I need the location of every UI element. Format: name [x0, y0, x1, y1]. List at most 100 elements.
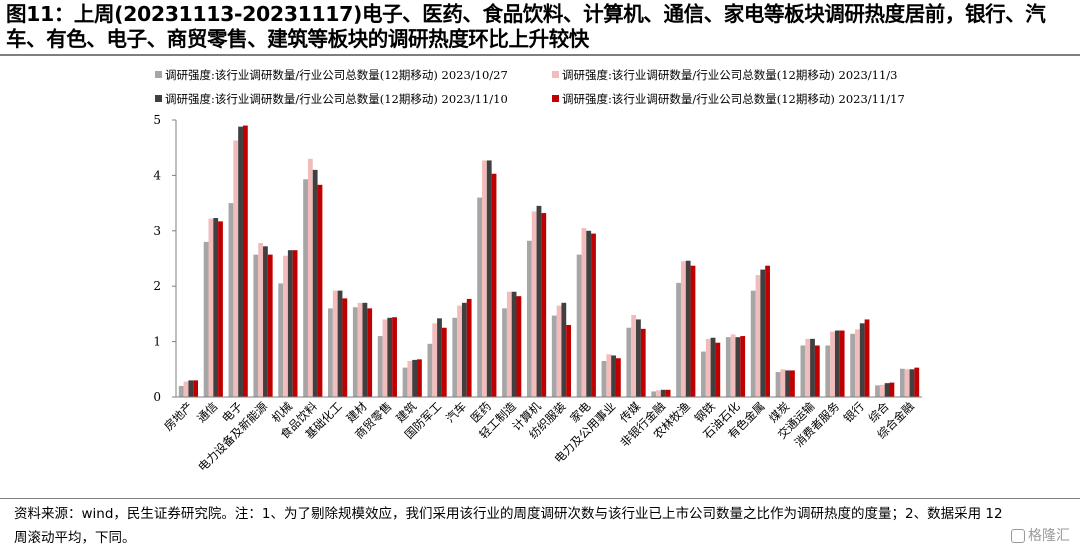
- legend-label: 调研强度:该行业调研数量/行业公司总数量(12期移动) 2023/11/3: [562, 68, 898, 82]
- bar-1-农林牧渔: [676, 282, 681, 397]
- bar-3-传媒: [636, 319, 641, 397]
- bar-1-电力设备及新能源: [253, 254, 259, 397]
- bar-2-食品饮料: [307, 158, 313, 397]
- y-tick-label: 3: [153, 224, 161, 238]
- watermark-text: 格隆汇: [1028, 528, 1070, 544]
- bar-1-建材: [352, 307, 358, 397]
- legend-label: 调研强度:该行业调研数量/行业公司总数量(12期移动) 2023/10/27: [165, 68, 508, 82]
- bar-3-有色金属: [760, 269, 766, 397]
- bar-1-计算机: [526, 240, 532, 397]
- bar-1-机械: [278, 283, 284, 397]
- bar-1-医药: [477, 197, 483, 397]
- bar-3-医药: [486, 160, 492, 397]
- x-tick-label: 房地产: [161, 399, 195, 433]
- bar-3-计算机: [536, 205, 542, 397]
- legend-label: 调研强度:该行业调研数量/行业公司总数量(12期移动) 2023/11/10: [165, 92, 508, 106]
- bar-3-石油石化: [735, 337, 741, 397]
- bar-3-建材: [362, 302, 368, 397]
- bar-4-基础化工: [342, 298, 348, 397]
- bar-4-电力设备及新能源: [267, 254, 273, 397]
- bar-2-基础化工: [332, 290, 338, 397]
- bar-4-煤炭: [790, 370, 795, 397]
- bar-1-非银行金融: [651, 391, 657, 397]
- bar-4-国防军工: [441, 327, 447, 397]
- bar-2-商贸零售: [382, 319, 388, 397]
- bar-2-建材: [357, 302, 363, 397]
- bar-4-传媒: [640, 328, 646, 397]
- bar-1-有色金属: [750, 290, 756, 397]
- bar-4-综合: [889, 382, 895, 397]
- bar-2-交通运输: [805, 338, 811, 397]
- bar-3-房地产: [188, 380, 194, 397]
- legend-label: 调研强度:该行业调研数量/行业公司总数量(12期移动) 2023/11/17: [562, 92, 905, 106]
- bar-1-消费者服务: [825, 345, 831, 397]
- bar-1-电子: [228, 203, 234, 397]
- bar-3-商贸零售: [387, 317, 393, 397]
- bar-1-通信: [203, 241, 209, 397]
- bar-1-国防军工: [427, 343, 433, 397]
- bar-chart: 012345房地产通信电子电力设备及新能源机械食品饮料基础化工建材商贸零售建筑国…: [153, 113, 922, 474]
- bar-2-家电: [581, 228, 587, 397]
- bar-1-传媒: [626, 327, 632, 397]
- bar-3-家电: [586, 230, 592, 397]
- bar-1-钢铁: [701, 351, 706, 397]
- legend-swatch: [155, 71, 162, 78]
- bar-1-轻工制造: [502, 308, 507, 397]
- bar-2-电子: [233, 140, 239, 397]
- bar-2-医药: [482, 160, 487, 397]
- bar-2-轻工制造: [506, 291, 512, 397]
- bar-2-银行: [855, 329, 860, 397]
- bar-2-钢铁: [705, 338, 711, 397]
- bar-4-计算机: [541, 213, 547, 397]
- bar-4-钢铁: [715, 342, 721, 397]
- bar-4-通信: [218, 221, 223, 397]
- y-tick-label: 0: [153, 390, 161, 404]
- bar-2-煤炭: [780, 369, 786, 397]
- y-tick-label: 2: [153, 279, 161, 293]
- bar-4-建筑: [417, 359, 422, 397]
- watermark-logo-icon: [1011, 529, 1025, 543]
- bar-4-非银行金融: [665, 389, 671, 397]
- bar-1-家电: [576, 254, 582, 397]
- bar-1-石油石化: [725, 337, 731, 397]
- bar-3-消费者服务: [834, 330, 840, 397]
- chart-title: 图11：上周(20231113-20231117)电子、医药、食品饮料、计算机、…: [6, 2, 1046, 51]
- bar-3-电力及公用事业: [611, 355, 616, 397]
- bar-2-房地产: [183, 381, 189, 397]
- bar-2-传媒: [631, 315, 637, 397]
- bar-3-综合金融: [909, 369, 915, 397]
- bar-3-通信: [213, 218, 219, 397]
- bar-4-建材: [367, 308, 373, 397]
- bar-4-纺织服装: [566, 324, 572, 397]
- bar-2-电力及公用事业: [606, 354, 612, 397]
- bar-1-食品饮料: [303, 179, 308, 397]
- bar-2-消费者服务: [830, 331, 835, 397]
- bar-3-纺织服装: [561, 302, 567, 397]
- bar-1-电力及公用事业: [601, 360, 607, 397]
- bar-3-电子: [238, 126, 243, 398]
- bar-4-综合金融: [914, 367, 920, 397]
- note-divider: [0, 498, 1080, 499]
- bar-4-房地产: [193, 380, 199, 397]
- bar-4-银行: [864, 319, 870, 397]
- bar-3-机械: [287, 250, 293, 397]
- bar-3-综合: [884, 383, 890, 397]
- bar-2-电力设备及新能源: [258, 242, 264, 397]
- bar-4-石油石化: [740, 336, 746, 397]
- title-divider: [0, 54, 1080, 56]
- bar-3-银行: [859, 323, 865, 397]
- y-tick-label: 1: [153, 335, 161, 349]
- bar-2-计算机: [531, 211, 537, 397]
- y-tick-label: 5: [153, 113, 161, 127]
- bar-2-综合: [879, 384, 885, 397]
- x-tick-label: 银行: [841, 399, 867, 425]
- x-tick-label: 汽车: [443, 399, 469, 425]
- bar-1-综合金融: [899, 368, 905, 397]
- legend-swatch: [552, 95, 559, 102]
- legend-swatch: [155, 95, 162, 102]
- bar-1-商贸零售: [377, 336, 383, 397]
- bar-4-医药: [491, 173, 497, 397]
- bar-2-有色金属: [755, 275, 761, 397]
- bar-1-煤炭: [775, 372, 781, 397]
- legend-item-series-1: 调研强度:该行业调研数量/行业公司总数量(12期移动) 2023/10/27: [155, 67, 508, 83]
